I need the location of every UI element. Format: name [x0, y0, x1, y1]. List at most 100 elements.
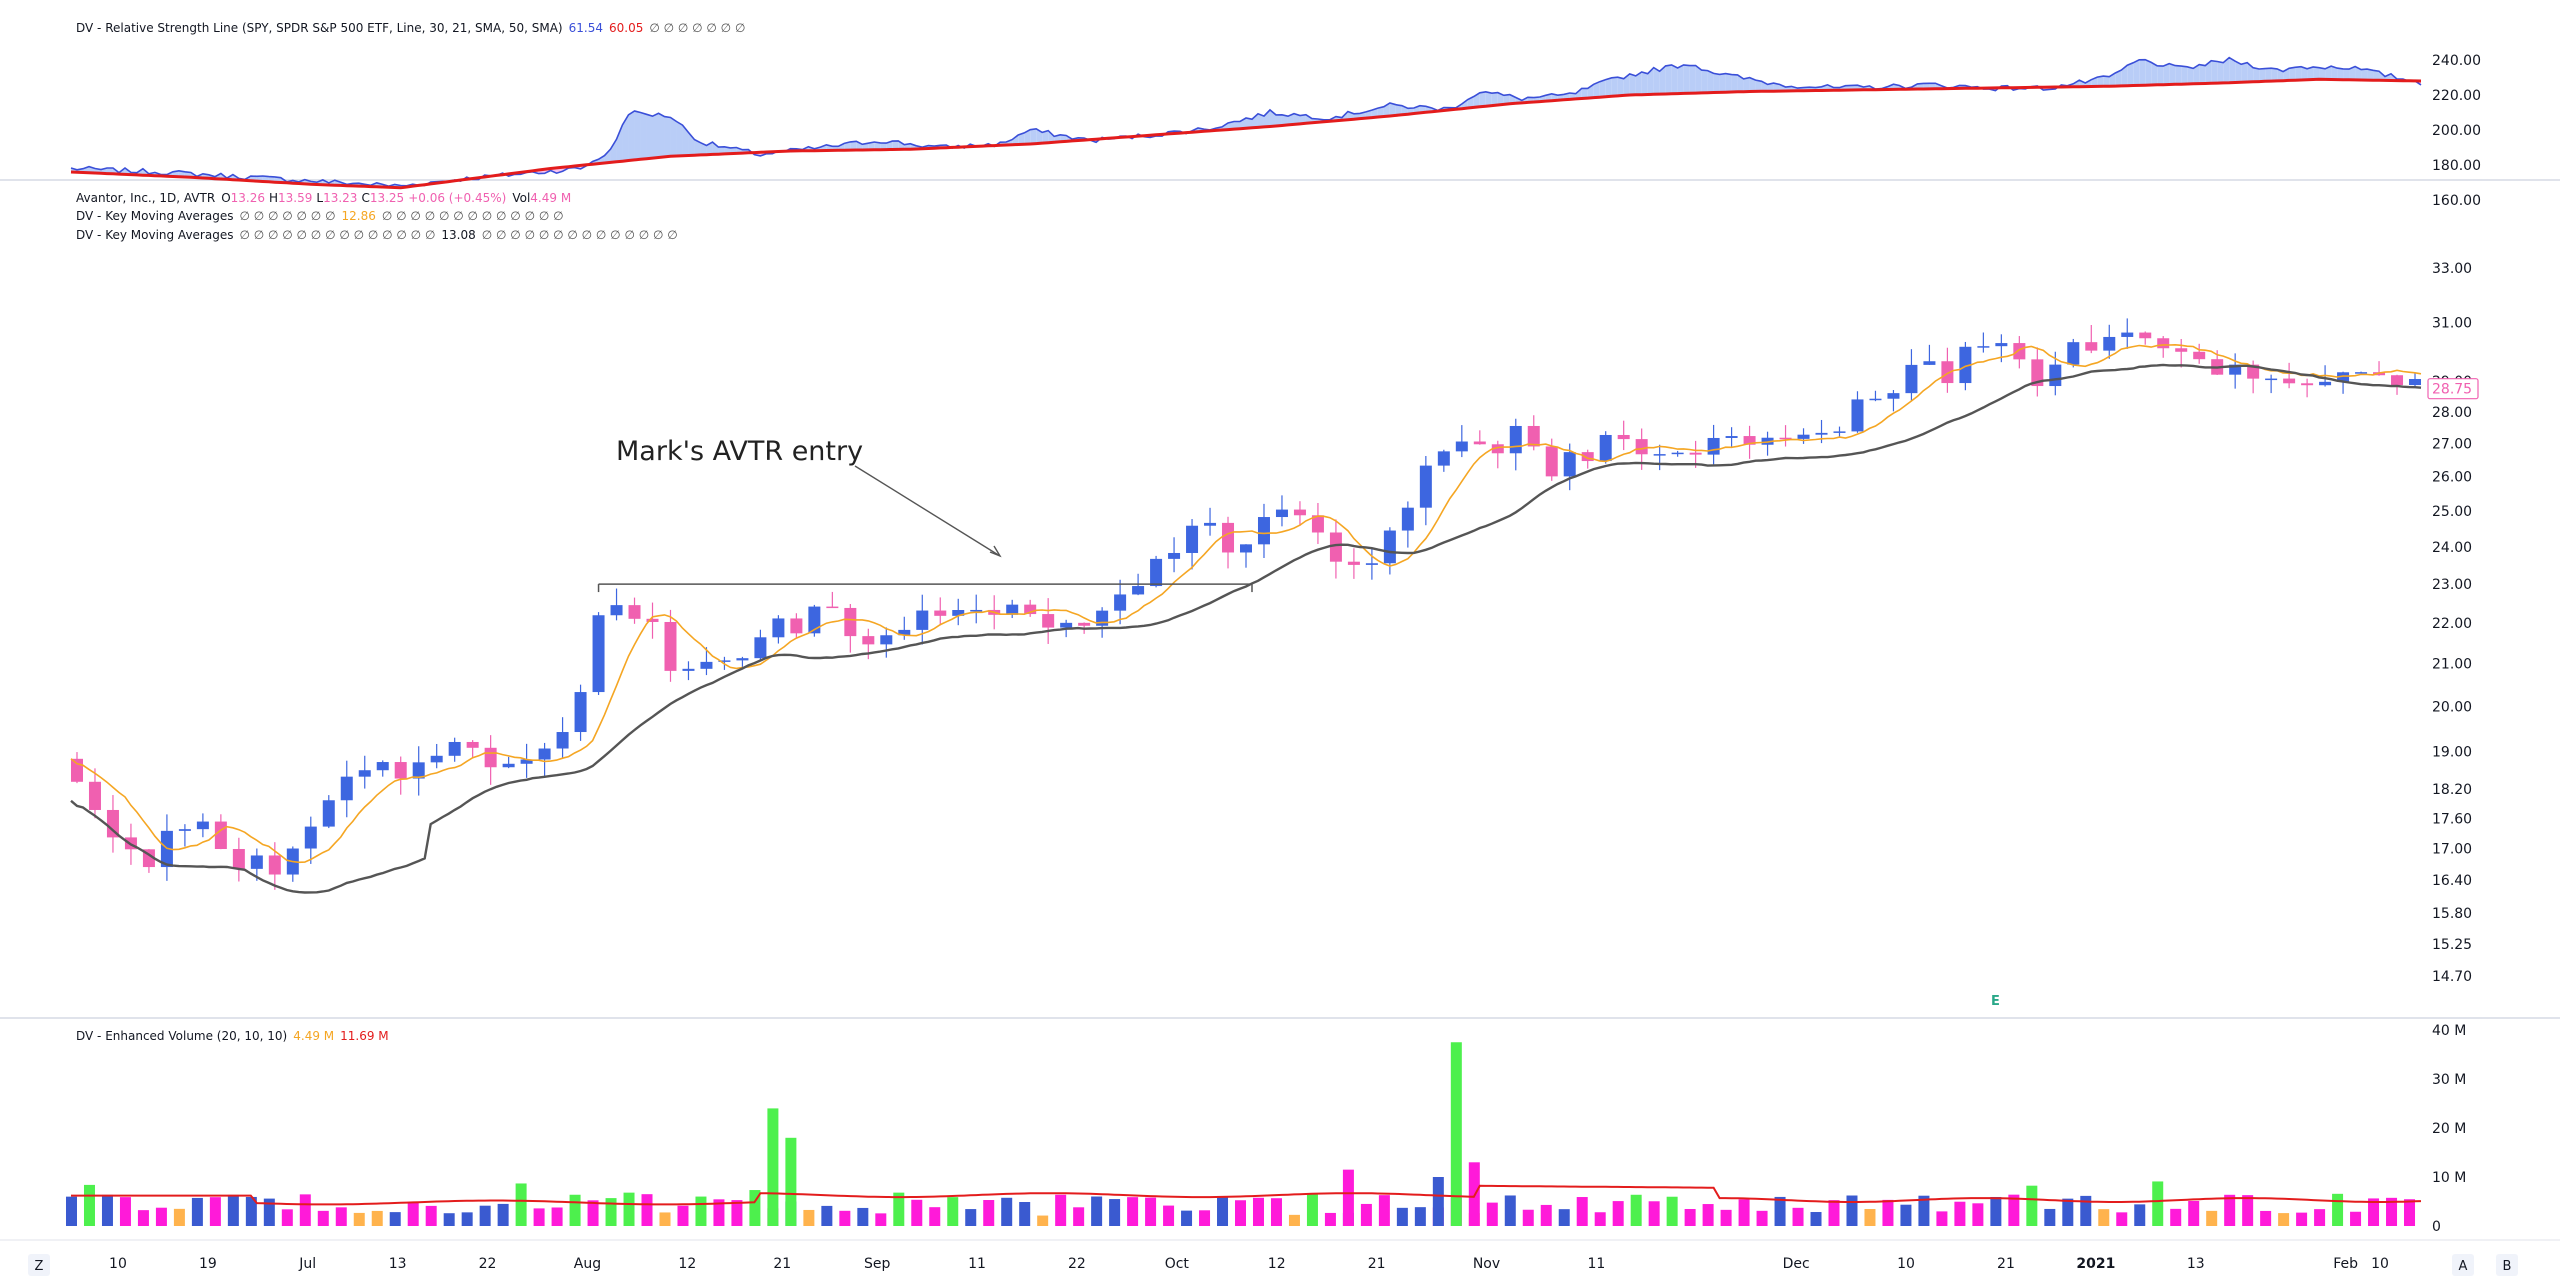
ma-legend-value: 13.08	[441, 228, 476, 242]
time-axis-right-button[interactable]	[2496, 1254, 2518, 1276]
candle	[1959, 346, 1972, 384]
candle	[484, 747, 497, 768]
volume-bar	[1360, 1203, 1372, 1226]
candle	[412, 762, 425, 779]
volume-bar	[1342, 1169, 1354, 1226]
entry-annotation[interactable]: Mark's AVTR entry	[616, 436, 864, 467]
ma-legend-row1[interactable]: DV - Key Moving Averages ∅ ∅ ∅ ∅ ∅ ∅ ∅ 12.…	[76, 208, 570, 224]
rs-fill	[2343, 68, 2350, 80]
ma-legend-empty-values: ∅ ∅ ∅ ∅ ∅ ∅ ∅	[239, 209, 336, 223]
volume-bar	[2008, 1194, 2020, 1226]
volume-panel[interactable]	[65, 1042, 2422, 1226]
rs-fill	[1485, 91, 1492, 107]
time-axis-label: 10	[1897, 1256, 1915, 1272]
candle	[754, 637, 767, 659]
rs-fill	[2079, 80, 2086, 87]
rs-fill	[1749, 77, 1756, 92]
volume-legend[interactable]: DV - Enhanced Volume (20, 10, 10) 4.49 M 1…	[76, 1028, 395, 1044]
volume-bar	[65, 1196, 77, 1226]
time-axis-label: Aug	[574, 1256, 601, 1272]
candle	[1725, 436, 1738, 438]
rs-fill	[2367, 69, 2374, 81]
candle	[1689, 452, 1702, 455]
price-legend[interactable]: Avantor, Inc., 1D, AVTR O13.26 H13.59 L13.2…	[76, 190, 577, 206]
volume-bar	[281, 1209, 293, 1226]
rs-fill	[2307, 67, 2314, 80]
candle	[1851, 399, 1864, 432]
rs-legend[interactable]: DV - Relative Strength Line (SPY, SPDR S…	[76, 20, 751, 36]
rs-fill	[844, 141, 851, 151]
volume-bar	[551, 1207, 563, 1226]
candle	[394, 762, 407, 779]
volume-bar	[1396, 1207, 1408, 1226]
price-open: O13.26	[221, 191, 265, 205]
time-axis-right-button[interactable]	[2452, 1254, 2474, 1276]
volume-bar	[1378, 1195, 1390, 1226]
rs-fill	[670, 117, 677, 157]
time-axis-label: 22	[479, 1256, 497, 1272]
price-axes[interactable]: 240.00 220.00 200.00 180.00 160.00 33.00 31.00…	[2427, 53, 2481, 1235]
rs-fill	[2241, 62, 2248, 83]
annotation-arrowhead	[989, 545, 1002, 558]
rs-fill	[838, 143, 845, 151]
rs-axis-tick: 220.00	[2432, 88, 2481, 104]
volume-bar	[1504, 1195, 1516, 1226]
volume-bar	[2350, 1211, 2362, 1226]
rs-fill	[1701, 70, 1708, 93]
volume-bar	[1630, 1194, 1642, 1226]
candle	[88, 781, 101, 810]
rs-fill	[2115, 70, 2122, 87]
rs-fill	[2331, 66, 2338, 80]
candle	[1257, 517, 1270, 545]
candle	[1024, 604, 1037, 615]
time-axis[interactable]: 10 19 Jul 13 22 Aug 12 21 Sep 11 22 Oct 12 21 Nov 11 Dec…	[28, 1254, 2518, 1276]
volume-bar	[2242, 1195, 2254, 1226]
rs-fill	[1503, 94, 1510, 105]
candle	[934, 610, 947, 616]
candle	[1275, 509, 1288, 518]
rs-fill	[664, 116, 671, 157]
rs-fill	[2205, 60, 2212, 84]
volume-average-line	[71, 1184, 2422, 1206]
candle	[2301, 383, 2314, 386]
rs-fill	[1251, 113, 1258, 128]
time-axis-left-button[interactable]	[28, 1254, 50, 1276]
price-panel[interactable]	[70, 318, 2422, 894]
rs-fill	[1623, 73, 1630, 96]
rs-fill	[1719, 73, 1726, 93]
earnings-marker[interactable]: E	[1991, 994, 2000, 1009]
annotation-arrow	[854, 465, 1001, 557]
candle	[1635, 439, 1648, 455]
rs-fill	[1737, 74, 1744, 92]
candle	[268, 855, 281, 875]
candle	[430, 755, 443, 763]
time-axis-label: Feb	[2333, 1256, 2358, 1272]
rs-fill	[874, 142, 881, 150]
rs-fill	[2253, 67, 2260, 82]
time-axis-label: 10	[109, 1256, 127, 1272]
ma-legend-row2[interactable]: DV - Key Moving Averages ∅ ∅ ∅ ∅ ∅ ∅ ∅ ∅ …	[76, 227, 684, 243]
rs-panel[interactable]	[70, 56, 2422, 190]
rs-fill	[1042, 130, 1049, 144]
volume-bar	[335, 1207, 347, 1226]
candle	[1419, 465, 1432, 508]
rs-moving-average	[70, 77, 2422, 190]
candle	[2049, 364, 2062, 387]
rs-fill	[2355, 66, 2362, 80]
price-change: +0.06 (+0.45%)	[408, 191, 507, 205]
volume-bar	[1558, 1209, 1570, 1226]
volume-bar	[1540, 1204, 1552, 1226]
rs-fill	[1246, 117, 1252, 129]
candle	[250, 855, 263, 869]
price-axis-tick: 18.20	[2432, 782, 2472, 798]
last-price-tag[interactable]	[2427, 378, 2479, 400]
price-axis-tick: 14.70	[2432, 969, 2472, 985]
rs-fill	[2151, 62, 2158, 86]
volume-bar	[2206, 1210, 2218, 1226]
candle	[2391, 375, 2404, 386]
rs-fill	[1605, 77, 1612, 97]
rs-fill	[1773, 83, 1780, 92]
volume-bar	[425, 1205, 437, 1226]
rs-fill	[1689, 65, 1696, 94]
